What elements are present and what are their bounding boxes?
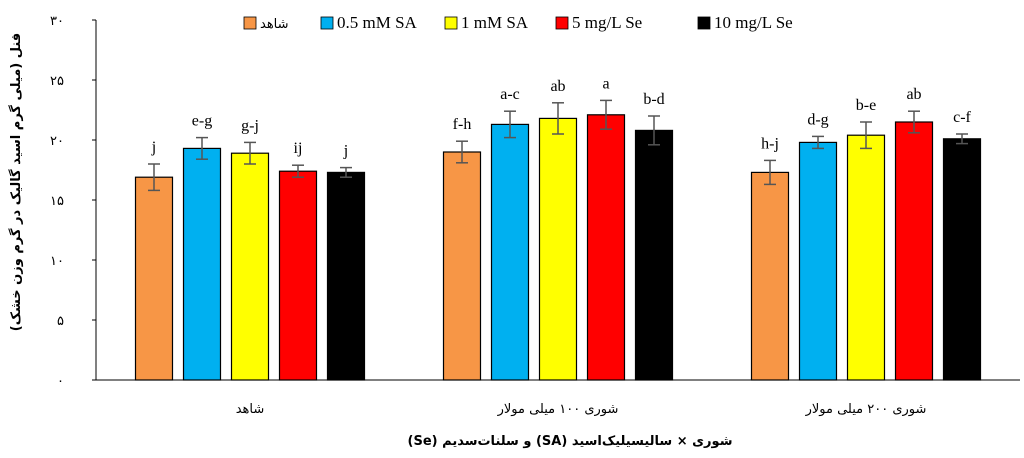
significance-letter: a-c [500, 86, 520, 103]
legend-swatch [320, 16, 334, 30]
significance-letter: ab [550, 78, 565, 95]
x-category-label: شوری ۲۰۰ میلی مولار [805, 402, 927, 417]
bar [490, 123, 530, 381]
significance-letter: d-g [807, 111, 828, 128]
y-tick-label: ۲۰ [50, 134, 64, 149]
significance-letter: e-g [192, 113, 212, 130]
bar [182, 147, 222, 381]
significance-letter: j [343, 143, 348, 160]
legend-swatch [555, 16, 569, 30]
legend-swatch [697, 16, 711, 30]
bar [750, 171, 790, 381]
legend-label: 0.5 mM SA [337, 13, 418, 32]
bar [538, 117, 578, 381]
x-axis-title: شوری × سالیسیلیک‌اسید (SA) و سلنات‌سدیم … [408, 434, 733, 449]
bar [634, 129, 674, 381]
bar [586, 114, 626, 381]
bar [230, 152, 270, 381]
significance-letter: a [602, 75, 609, 92]
y-tick-label: ۰ [57, 374, 64, 389]
bars: j e-g g-j ij j f-h a-c ab a b-d h-j d-g b-e ab c-f [134, 75, 982, 381]
significance-letter: ab [906, 86, 921, 103]
bar [798, 141, 838, 381]
bar [278, 170, 318, 381]
legend-label: 1 mM SA [461, 13, 529, 32]
bar [326, 171, 366, 381]
bar [942, 138, 982, 381]
y-tick-label: ۲۵ [50, 74, 64, 89]
legend-label: 5 mg/L Se [572, 13, 642, 32]
y-tick-label: ۱۰ [50, 254, 64, 269]
significance-letter: j [151, 139, 156, 156]
significance-letter: c-f [953, 109, 971, 126]
legend-label: شاهد [260, 17, 289, 32]
y-axis-title: فنل (میلی گرم اسید گالیک در گرم وزن خشک) [8, 33, 24, 331]
significance-letter: b-e [856, 97, 876, 114]
y-tick-label: ۳۰ [50, 14, 64, 29]
legend-swatch [444, 16, 458, 30]
legend-label: 10 mg/L Se [714, 13, 793, 32]
x-category-label: شوری ۱۰۰ میلی مولار [497, 402, 619, 417]
significance-letter: f-h [453, 116, 472, 133]
bar [442, 151, 482, 381]
x-category-label: شاهد [236, 402, 265, 417]
bar [894, 121, 934, 381]
legend: شاهد 0.5 mM SA 1 mM SA 5 mg/L Se 10 mg/L Se [243, 13, 793, 32]
y-tick-label: ۱۵ [50, 194, 64, 209]
significance-letter: b-d [643, 91, 664, 108]
significance-letter: ij [294, 140, 303, 157]
y-tick-label: ۵ [57, 314, 64, 329]
significance-letter: h-j [761, 135, 779, 152]
bar [846, 134, 886, 381]
bar [134, 176, 174, 381]
legend-swatch [243, 16, 257, 30]
significance-letter: g-j [241, 117, 259, 134]
